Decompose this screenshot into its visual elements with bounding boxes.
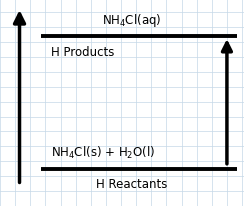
Text: NH$_4$Cl(s) + H$_2$O(l): NH$_4$Cl(s) + H$_2$O(l) xyxy=(51,145,155,161)
Text: H Products: H Products xyxy=(51,45,115,58)
Text: NH$_4$Cl(aq): NH$_4$Cl(aq) xyxy=(102,12,161,29)
Text: H Reactants: H Reactants xyxy=(96,177,167,190)
